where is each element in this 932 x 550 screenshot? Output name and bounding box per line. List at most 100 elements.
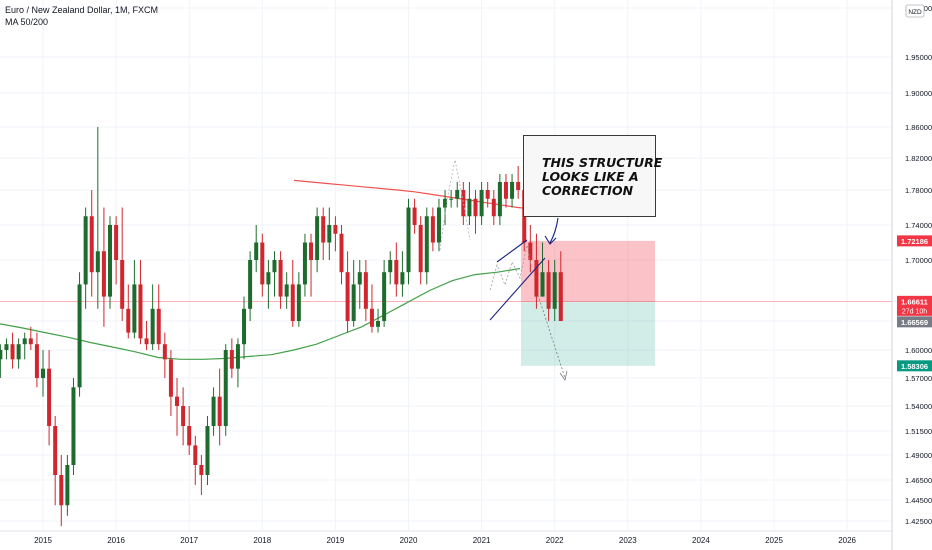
price-tick-label: 1.44500: [905, 496, 932, 505]
candle: [28, 326, 33, 350]
candle-body: [406, 207, 411, 273]
price-tick-label: 1.60000: [905, 346, 932, 355]
candle-body: [254, 242, 259, 260]
candle-body: [47, 368, 52, 426]
annotation-line-3: CORRECTION: [542, 183, 634, 198]
candle: [412, 198, 417, 234]
candle-body: [443, 198, 448, 208]
candle: [120, 207, 125, 321]
price-tick-label: 1.74000: [905, 221, 932, 230]
candle-body: [302, 242, 307, 285]
candle-body: [193, 445, 198, 465]
candle: [59, 455, 64, 527]
candle: [376, 308, 381, 333]
candle: [406, 198, 411, 285]
candle: [235, 338, 240, 388]
time-tick-label: 2025: [765, 536, 783, 545]
price-tick-label: 1.70000: [905, 256, 932, 265]
candle: [181, 387, 186, 446]
candle-body: [290, 284, 295, 321]
candle-body: [479, 190, 484, 217]
wedge-upper-line: [496, 239, 528, 263]
candle-body: [114, 225, 119, 260]
candle: [309, 233, 314, 297]
price-tick-label: 1.82000: [905, 154, 932, 163]
candle-body: [394, 260, 399, 285]
arrow-shaft: [549, 217, 559, 244]
candle: [485, 182, 490, 208]
candle-body: [217, 396, 222, 426]
current-price-tag-bg: [897, 295, 932, 316]
time-axis: 2015 2016 2017 2018 2019 2020 2021 2022 2023 2024…: [0, 530, 892, 545]
candle-body: [150, 308, 155, 345]
candle-body: [65, 465, 70, 506]
price-tick-label: 1.49000: [905, 451, 932, 460]
candle-body: [315, 216, 320, 260]
candle: [144, 321, 149, 350]
candle: [162, 332, 167, 378]
candle-body: [528, 242, 533, 260]
symbol-title[interactable]: Euro / New Zealand Dollar, 1M, FXCM: [5, 5, 159, 15]
candle-body: [284, 284, 289, 297]
candle: [65, 455, 70, 516]
annotation-callout[interactable]: THIS STRUCTURE LOOKS LIKE A CORRECTION: [523, 135, 662, 217]
ma-50-line: [0, 267, 521, 360]
indicator-label[interactable]: MA 50/200: [5, 17, 49, 27]
candle: [321, 207, 326, 260]
candle: [175, 378, 180, 436]
candle: [516, 166, 521, 199]
candle-body: [418, 225, 423, 273]
candle: [211, 387, 216, 436]
candle: [302, 233, 307, 297]
price-tick-label: 1.42500: [905, 517, 932, 526]
candle: [394, 242, 399, 297]
candle: [266, 260, 271, 309]
candle-body: [497, 182, 502, 217]
candle-body: [229, 350, 234, 369]
time-tick-label: 2021: [473, 536, 491, 545]
target-price-tag: 1.58306: [901, 362, 928, 371]
candle-body: [400, 272, 405, 285]
candle: [193, 435, 198, 485]
candle: [83, 207, 88, 309]
candle-body: [83, 216, 88, 285]
take-profit-zone: [521, 301, 655, 366]
candle-body: [412, 207, 417, 225]
candle: [242, 296, 247, 360]
candle: [491, 190, 496, 225]
price-tick-label: 1.51500: [905, 427, 932, 436]
candle: [443, 190, 448, 225]
candle-body: [327, 225, 332, 243]
candle-body: [424, 216, 429, 273]
candle: [546, 260, 551, 321]
candle: [16, 338, 21, 369]
grid: [0, 0, 892, 530]
candle-body: [558, 272, 563, 321]
candle: [89, 190, 94, 297]
candle: [278, 251, 283, 309]
candle-body: [34, 344, 39, 378]
candle-body: [376, 321, 381, 327]
candle: [357, 260, 362, 309]
candle-body: [120, 260, 125, 309]
candle: [510, 174, 515, 208]
candle-body: [516, 182, 521, 190]
candle: [101, 207, 106, 327]
candles: [0, 127, 563, 527]
candle: [558, 251, 563, 321]
currency-badge-label: NZD: [908, 9, 922, 16]
candle-body: [272, 260, 277, 273]
candle: [333, 216, 338, 252]
candle: [47, 350, 52, 446]
time-tick-label: 2019: [327, 536, 345, 545]
time-tick-label: 2016: [107, 536, 125, 545]
callout-arrow: [544, 217, 559, 245]
entry-price-tag: 1.66569: [901, 318, 928, 327]
candle-body: [339, 233, 344, 273]
candle: [363, 260, 368, 321]
price-tick-label: 1.78000: [905, 186, 932, 195]
candle: [528, 225, 533, 273]
candle-body: [205, 426, 210, 475]
candle: [187, 406, 192, 455]
